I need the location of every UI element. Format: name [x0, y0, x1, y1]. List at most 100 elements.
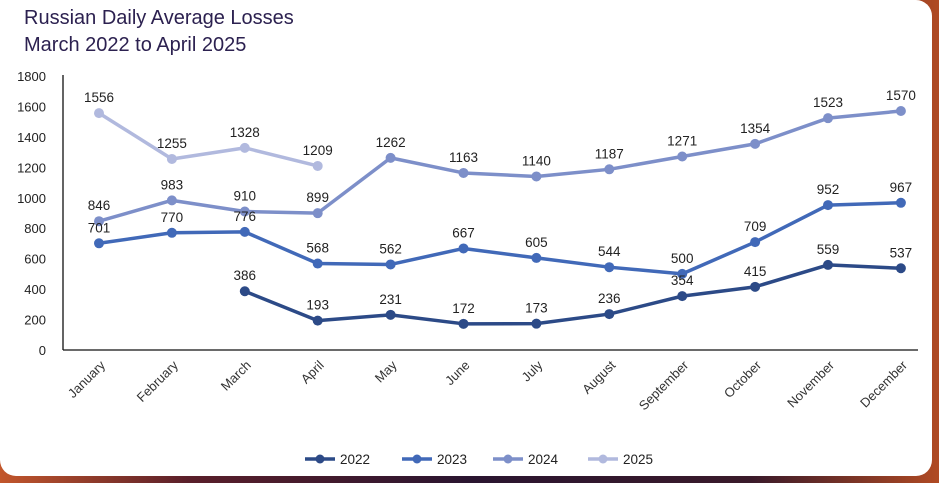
legend-marker-swatch — [412, 454, 422, 464]
series-2024 — [94, 106, 906, 227]
y-tick-label: 1000 — [17, 191, 46, 206]
data-point-2023 — [312, 258, 323, 269]
x-tick-label: April — [298, 357, 327, 386]
series-line-2022 — [244, 263, 901, 326]
line-chart: Russian Daily Average Losses March 2022 t… — [17, 7, 918, 467]
data-label-2024: 899 — [306, 190, 329, 205]
data-point-2022 — [677, 291, 688, 302]
data-point-2023 — [750, 237, 761, 248]
x-tick-label: November — [784, 357, 837, 410]
data-point-2024 — [94, 216, 104, 227]
y-tick-label: 1600 — [17, 99, 46, 114]
data-label-2024: 1163 — [449, 150, 478, 165]
data-label-2025: 1328 — [230, 125, 260, 140]
data-point-2025 — [312, 160, 323, 171]
data-label-2023: 701 — [88, 220, 111, 235]
data-point-2024 — [166, 195, 177, 206]
chart-card: Russian Daily Average Losses March 2022 t… — [17, 7, 918, 467]
data-label-2023: 770 — [161, 210, 184, 225]
data-point-2023 — [385, 259, 396, 270]
data-point-2023 — [895, 197, 906, 208]
data-label-2025: 1209 — [303, 143, 333, 158]
data-label-2022: 193 — [306, 298, 329, 313]
data-point-2023 — [531, 252, 542, 263]
data-label-2023: 568 — [306, 241, 329, 256]
data-label-2025: 1255 — [157, 136, 187, 151]
data-label-2024: 1523 — [813, 95, 843, 110]
data-label-2024: 846 — [88, 198, 111, 213]
data-point-2022 — [750, 281, 761, 292]
legend-marker-swatch — [315, 454, 325, 464]
data-point-2022 — [239, 286, 250, 297]
data-label-2022: 559 — [817, 242, 840, 257]
x-tick-label: May — [372, 357, 400, 385]
data-label-2023: 562 — [379, 241, 402, 256]
y-tick-label: 600 — [24, 252, 46, 267]
legend-marker-swatch — [503, 454, 513, 464]
data-point-2023 — [458, 243, 469, 254]
data-point-2022 — [312, 315, 323, 326]
data-point-2024 — [312, 208, 323, 219]
data-label-2024: 1570 — [886, 88, 916, 103]
data-label-2023: 776 — [234, 209, 257, 224]
data-point-2024 — [239, 206, 250, 217]
legend-label: 2024 — [528, 452, 559, 467]
data-label-2025: 1556 — [84, 90, 114, 105]
data-label-2022: 537 — [890, 245, 913, 260]
data-label-2022: 172 — [452, 301, 475, 316]
data-point-2025 — [239, 142, 250, 153]
data-point-2022 — [531, 318, 542, 329]
y-tick-label: 1200 — [17, 160, 46, 175]
y-tick-label: 0 — [39, 343, 46, 358]
legend-item-2023: 2023 — [402, 452, 467, 467]
series-line-2024 — [98, 109, 902, 223]
x-tick-label: September — [636, 357, 692, 413]
data-label-2022: 386 — [234, 268, 257, 283]
data-point-2024 — [531, 171, 542, 182]
data-point-2022 — [385, 309, 396, 320]
data-point-2025 — [94, 108, 104, 119]
series-lines — [94, 106, 906, 329]
data-point-2025 — [166, 153, 177, 164]
x-tick-label: June — [442, 358, 473, 389]
data-labels: 386 193 231 172 173 236 354 415 559 537 701 770 776 5… — [84, 88, 916, 316]
y-tick-label: 800 — [24, 221, 46, 236]
data-point-2022 — [895, 263, 906, 274]
data-label-2022: 173 — [525, 301, 548, 316]
data-point-2022 — [458, 318, 469, 329]
data-label-2024: 910 — [234, 188, 257, 203]
data-label-2023: 952 — [817, 182, 840, 197]
series-line-2025 — [98, 111, 319, 168]
data-point-2023 — [94, 238, 104, 249]
data-point-2022 — [604, 309, 615, 320]
x-tick-label: December — [857, 357, 910, 410]
x-tick-label: August — [579, 357, 618, 396]
legend-marker-swatch — [598, 454, 608, 464]
data-label-2024: 1354 — [740, 121, 771, 136]
data-label-2023: 667 — [452, 225, 475, 240]
y-tick-label: 200 — [24, 313, 46, 328]
data-label-2023: 605 — [525, 235, 548, 250]
legend-item-2022: 2022 — [305, 452, 370, 467]
data-point-2024 — [385, 152, 396, 163]
x-tick-label: January — [65, 357, 109, 401]
legend-item-2024: 2024 — [493, 452, 559, 467]
data-label-2024: 983 — [161, 177, 184, 192]
data-point-2023 — [604, 262, 615, 273]
data-point-2024 — [604, 164, 615, 175]
data-label-2023: 544 — [598, 244, 621, 259]
data-label-2022: 231 — [379, 292, 402, 307]
x-tick-label: July — [519, 357, 546, 384]
data-point-2023 — [239, 226, 250, 237]
data-point-2024 — [458, 167, 469, 178]
data-label-2022: 354 — [671, 273, 694, 288]
chart-title: Russian Daily Average Losses March 2022 t… — [24, 7, 294, 56]
y-tick-label: 1800 — [17, 69, 46, 84]
data-label-2023: 500 — [671, 251, 694, 266]
data-point-2023 — [823, 200, 833, 211]
data-label-2024: 1187 — [595, 146, 624, 161]
x-tick-label: March — [218, 358, 254, 394]
data-label-2024: 1262 — [376, 135, 406, 150]
series-2022 — [239, 259, 906, 329]
legend-label: 2022 — [340, 452, 370, 467]
